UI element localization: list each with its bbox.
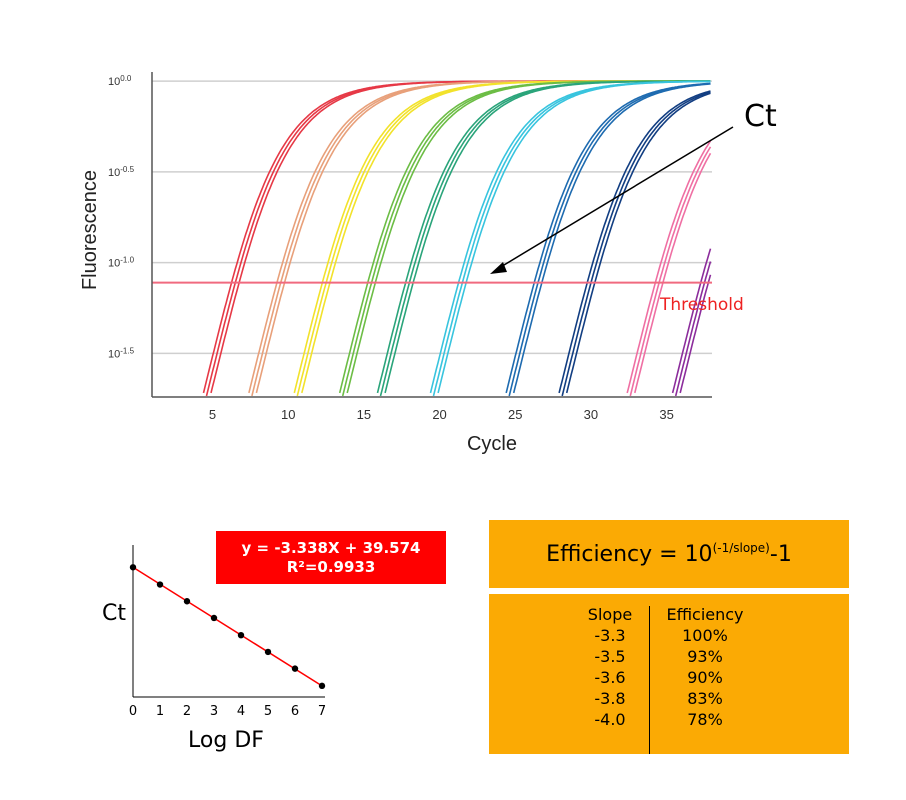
amplification-curve	[679, 274, 712, 394]
efficiency-cell: 100%	[682, 626, 728, 645]
slope-header: Slope	[587, 605, 633, 624]
amplification-curve	[379, 80, 711, 397]
amplification-curve	[301, 80, 711, 394]
x-tick-label: 5	[209, 407, 216, 422]
x-tick-label: 1	[156, 704, 164, 719]
efficiency-cell: 93%	[687, 647, 723, 666]
standard-curve-chart: 0 1 2 3 4 5 6 7 Ct Log DF	[102, 545, 326, 753]
amplification-curve	[558, 90, 711, 394]
amplification-chart: 5 10 15 20 25 30 35 100.0 10-0.5 10-1.0 10-1.5 Cy…	[79, 72, 777, 455]
table-divider	[649, 606, 650, 754]
x-tick-label: 7	[318, 704, 326, 719]
formula-prefix: Efficiency = 10	[546, 541, 713, 567]
slope-cell: -4.0	[594, 710, 626, 729]
efficiency-cell: 83%	[687, 689, 723, 708]
x-tick-label: 10	[281, 407, 295, 422]
efficiency-header: Efficiency	[666, 605, 744, 624]
x-tick-label: 20	[432, 407, 446, 422]
data-points	[129, 564, 326, 690]
x-tick-label: 15	[357, 407, 371, 422]
fit-line	[132, 566, 323, 687]
slope-cell: -3.8	[594, 689, 626, 708]
y-tick-labels: 100.0 10-0.5 10-1.0 10-1.5	[108, 74, 135, 360]
slope-column: Slope -3.3 -3.5 -3.6 -3.8 -4.0	[579, 604, 641, 730]
y-tick-label: 100.0	[108, 74, 132, 88]
axes	[151, 72, 712, 398]
amplification-curve	[561, 91, 711, 397]
threshold-label: Threshold	[659, 295, 744, 315]
data-point	[210, 614, 218, 622]
amplification-curve	[437, 80, 711, 394]
x-tick-label: 30	[584, 407, 598, 422]
amplification-curve	[634, 152, 712, 394]
slope-cell: -3.3	[594, 626, 626, 645]
x-tick-label: 0	[129, 704, 137, 719]
grid-lines	[152, 80, 712, 355]
amplification-curve	[508, 82, 711, 397]
efficiency-formula: Efficiency = 10 (-1/slope) -1	[489, 520, 849, 588]
data-point	[183, 598, 191, 605]
amplification-curve	[205, 80, 711, 397]
amplification-curve	[202, 80, 711, 394]
amplification-curves	[202, 80, 712, 397]
formula-exponent: (-1/slope)	[712, 541, 770, 555]
y-tick-label: 10-1.0	[108, 256, 135, 270]
x-tick-label: 5	[264, 704, 272, 719]
x-axis-label: Cycle	[467, 433, 517, 455]
amplification-curve	[626, 140, 712, 394]
data-point	[264, 648, 272, 656]
efficiency-table: Slope -3.3 -3.5 -3.6 -3.8 -4.0 Efficienc…	[489, 594, 849, 754]
slope-cell: -3.6	[594, 668, 626, 687]
amplification-curve	[671, 248, 712, 394]
x-tick-labels: 0 1 2 3 4 5 6 7	[129, 704, 326, 719]
data-point	[156, 581, 164, 588]
x-tick-labels: 5 10 15 20 25 30 35	[209, 407, 674, 422]
regression-equation-box: y = -3.338X + 39.574 R²=0.9933	[216, 531, 446, 584]
amplification-curve	[296, 80, 711, 397]
amplification-curve	[293, 80, 711, 394]
efficiency-cell: 90%	[687, 668, 723, 687]
x-tick-label: 35	[659, 407, 673, 422]
efficiency-cell: 78%	[687, 710, 723, 729]
amplification-curve	[512, 83, 711, 394]
data-point	[237, 631, 245, 639]
ct-arrow	[498, 126, 734, 269]
slope-cell: -3.5	[594, 647, 626, 666]
data-point	[318, 682, 326, 690]
efficiency-column: Efficiency 100% 93% 90% 83% 78%	[655, 604, 755, 730]
r-squared: R²=0.9933	[286, 557, 376, 576]
data-point	[129, 564, 137, 571]
x-tick-label: 3	[210, 704, 218, 719]
y-tick-label: 10-0.5	[108, 165, 135, 179]
formula-suffix: -1	[769, 541, 792, 567]
y-axis-label: Ct	[102, 601, 126, 626]
data-point	[291, 665, 299, 672]
x-tick-label: 25	[508, 407, 522, 422]
amplification-curve	[629, 146, 712, 397]
amplification-curve	[384, 80, 711, 394]
ct-arrow-head	[490, 262, 507, 274]
amplification-curve	[565, 92, 711, 394]
x-tick-label: 2	[183, 704, 191, 719]
ct-annotation: Ct	[744, 99, 777, 134]
regression-equation: y = -3.338X + 39.574	[241, 538, 421, 557]
x-tick-label: 6	[291, 704, 299, 719]
y-tick-label: 10-1.5	[108, 346, 135, 360]
y-axis-label: Fluorescence	[79, 170, 101, 290]
amplification-curve	[210, 80, 711, 394]
x-tick-label: 4	[237, 704, 245, 719]
x-axis-label: Log DF	[188, 728, 264, 753]
